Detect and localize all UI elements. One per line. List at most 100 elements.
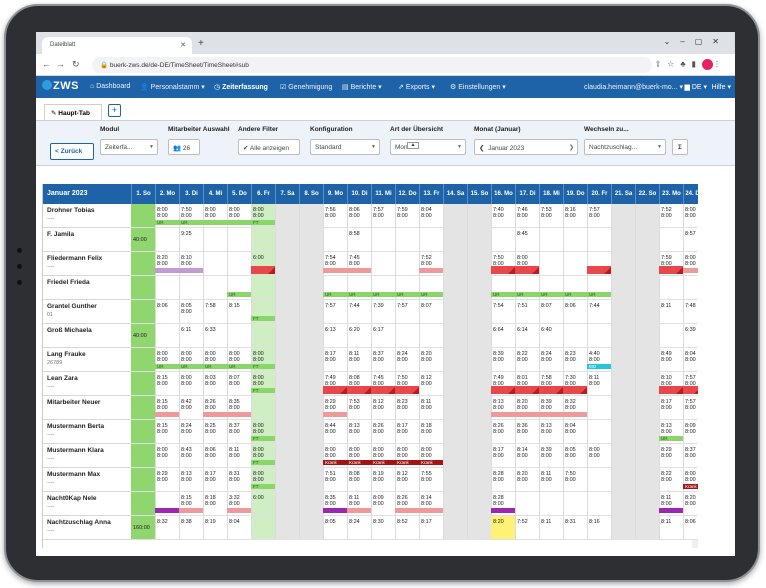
time-cell[interactable]: [251, 396, 275, 420]
absence-bar[interactable]: FT: [251, 436, 275, 441]
time-cell[interactable]: 8:35 8:00: [227, 396, 251, 420]
time-cell[interactable]: 8:05 8:00: [563, 444, 587, 468]
time-cell[interactable]: 8:11 8:00: [347, 492, 371, 516]
time-cell[interactable]: 8:11 8:00: [347, 348, 371, 372]
time-cell[interactable]: 8:12 8:00: [371, 396, 395, 420]
time-cell[interactable]: 8:00 8:00: [227, 348, 251, 372]
time-cell[interactable]: 8:00 8:00: [155, 348, 179, 372]
time-cell[interactable]: 8:26 8:00: [371, 420, 395, 444]
collapse-toggle-icon[interactable]: ▲: [407, 142, 419, 149]
time-cell[interactable]: [563, 228, 587, 252]
time-cell[interactable]: 8:10 8:00: [179, 252, 203, 276]
time-cell[interactable]: 8:28 8:00: [491, 492, 515, 516]
status-bar[interactable]: [227, 220, 251, 225]
time-cell[interactable]: [131, 492, 155, 516]
time-cell[interactable]: 7:57: [323, 300, 347, 324]
time-cell[interactable]: [179, 276, 203, 300]
time-cell[interactable]: 8:18 8:00: [203, 492, 227, 516]
time-cell[interactable]: [659, 228, 683, 252]
modul-select[interactable]: Zeiterfa... ▼: [100, 139, 158, 155]
time-cell[interactable]: [563, 252, 587, 276]
status-bar[interactable]: [515, 386, 539, 394]
status-bar[interactable]: [251, 266, 275, 274]
time-cell[interactable]: 8:57: [683, 228, 698, 252]
time-cell[interactable]: 6:39: [683, 324, 698, 348]
time-cell[interactable]: 8:31: [563, 516, 587, 540]
time-cell[interactable]: 8:00 8:00: [251, 444, 275, 468]
time-cell[interactable]: [131, 276, 155, 300]
time-cell[interactable]: 8:06: [563, 300, 587, 324]
time-cell[interactable]: [155, 228, 179, 252]
time-cell[interactable]: [251, 516, 275, 540]
time-cell[interactable]: 8:22 8:00: [515, 348, 539, 372]
time-cell[interactable]: [587, 228, 611, 252]
time-cell[interactable]: 6:17: [371, 324, 395, 348]
time-cell[interactable]: 8:42 8:00: [179, 396, 203, 420]
time-cell[interactable]: 7:44: [587, 300, 611, 324]
status-bar[interactable]: [179, 268, 203, 273]
status-bar[interactable]: [683, 386, 698, 394]
time-cell[interactable]: [131, 372, 155, 396]
time-cell[interactable]: 8:36 8:00: [515, 420, 539, 444]
time-cell[interactable]: 8:09 8:00: [683, 420, 698, 444]
employee-row-header[interactable]: F. Jamila: [43, 228, 131, 252]
time-cell[interactable]: 8:39 8:00: [539, 396, 563, 420]
time-cell[interactable]: 8:24: [347, 516, 371, 540]
employee-row-header[interactable]: Mustermann Berta ----: [43, 420, 131, 444]
status-bar[interactable]: [563, 386, 587, 394]
employee-row-header[interactable]: Lang Frauke 26789: [43, 348, 131, 372]
time-cell[interactable]: 8:32: [155, 516, 179, 540]
absence-bar[interactable]: Krank: [371, 460, 395, 465]
absence-bar[interactable]: UR: [563, 292, 587, 297]
employee-row-header[interactable]: Mustermann Max ----: [43, 468, 131, 492]
time-cell[interactable]: [131, 396, 155, 420]
time-cell[interactable]: 7:50 8:00: [563, 468, 587, 492]
time-cell[interactable]: 7:52: [515, 516, 539, 540]
absence-bar[interactable]: UR: [323, 292, 347, 297]
status-bar[interactable]: [515, 266, 539, 274]
time-cell[interactable]: 8:17 8:00: [203, 468, 227, 492]
time-cell[interactable]: [587, 420, 611, 444]
mitarbeiter-button[interactable]: 👥 26: [168, 139, 200, 155]
time-cell[interactable]: 8:39 8:00: [539, 444, 563, 468]
absence-bar[interactable]: UR: [659, 436, 683, 441]
time-cell[interactable]: 3:32 8:00: [227, 492, 251, 516]
absence-bar[interactable]: UR: [155, 364, 179, 369]
time-cell[interactable]: 8:20 8:00: [155, 252, 179, 276]
time-cell[interactable]: [131, 204, 155, 228]
time-cell[interactable]: 7:39: [371, 300, 395, 324]
absence-bar[interactable]: FT: [251, 316, 275, 321]
time-cell[interactable]: 7:50 8:00: [491, 252, 515, 276]
time-cell[interactable]: 7:57 8:00: [371, 204, 395, 228]
time-cell[interactable]: [347, 276, 371, 300]
konfiguration-select[interactable]: Standard ▼: [310, 139, 380, 155]
time-cell[interactable]: [227, 228, 251, 252]
time-cell[interactable]: 8:39 8:00: [491, 348, 515, 372]
status-bar[interactable]: [323, 508, 347, 513]
absence-bar[interactable]: FT: [251, 388, 275, 393]
status-bar[interactable]: [179, 508, 203, 513]
time-cell[interactable]: 7:54: [491, 300, 515, 324]
time-cell[interactable]: 8:22 8:00: [659, 468, 683, 492]
time-cell[interactable]: [539, 276, 563, 300]
absence-bar[interactable]: FT: [251, 484, 275, 489]
time-cell[interactable]: 8:17 8:00: [491, 444, 515, 468]
time-cell[interactable]: 160:00: [131, 516, 155, 540]
absence-bar[interactable]: UR: [491, 292, 515, 297]
time-cell[interactable]: 8:16: [587, 516, 611, 540]
time-cell[interactable]: [131, 348, 155, 372]
status-bar[interactable]: [155, 268, 179, 273]
time-cell[interactable]: 8:00 8:00: [227, 204, 251, 228]
url-input[interactable]: 🔒 buerk-zws.de/de-DE/TimeSheet/TimeSheet…: [92, 57, 652, 73]
time-cell[interactable]: [539, 492, 563, 516]
new-tab-icon[interactable]: +: [198, 38, 204, 49]
employee-row-header[interactable]: Friedel Frieda: [43, 276, 131, 300]
time-cell[interactable]: [371, 228, 395, 252]
nav-dashboard[interactable]: ⌂ Dashboard: [90, 83, 131, 90]
time-cell[interactable]: 8:11: [539, 516, 563, 540]
time-cell[interactable]: 6:11: [179, 324, 203, 348]
status-bar[interactable]: [491, 412, 515, 417]
help-menu[interactable]: Hilfe ▾: [711, 84, 731, 91]
time-cell[interactable]: 40:00: [131, 228, 155, 252]
time-cell[interactable]: 8:00 8:00: [203, 348, 227, 372]
